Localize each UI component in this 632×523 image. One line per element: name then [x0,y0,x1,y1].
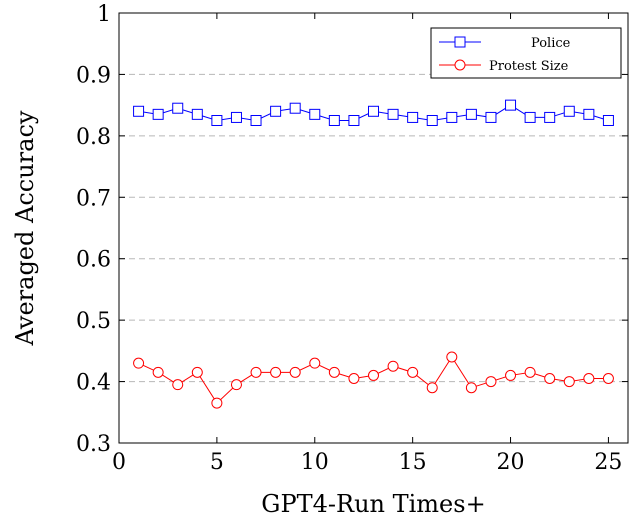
data-point [211,115,223,126]
y-tick-label: 0.7 [76,186,111,211]
data-point [133,357,145,369]
data-point [289,102,301,114]
data-point [583,108,595,120]
legend-marker [454,36,466,48]
data-point [191,366,203,378]
x-tick-label: 25 [594,450,622,475]
data-point [544,111,556,123]
series-1 [133,351,614,409]
data-point [602,373,614,384]
data-point [368,105,379,117]
x-tick-label: 0 [112,450,126,475]
data-point [211,397,223,409]
x-tick-label: 20 [497,450,525,475]
data-point [289,366,301,378]
data-point [328,366,340,378]
data-point [230,111,242,123]
data-point [602,115,614,126]
data-point [309,357,321,369]
y-tick-label: 0.6 [76,248,111,273]
data-point [505,99,517,111]
y-tick-label: 1 [97,2,111,27]
data-point [485,111,497,123]
legend: Police Protest Size [430,27,622,79]
data-point [446,351,458,363]
data-point [250,366,262,378]
data-point [250,115,262,126]
series-0 [133,99,614,126]
data-point [524,366,536,378]
data-point [133,105,145,117]
data-point [387,360,399,372]
x-tick-label: 5 [210,450,224,475]
data-point [485,376,497,388]
y-tick-label: 0.8 [76,125,111,150]
data-point [368,369,379,381]
data-point [270,366,282,378]
series-group [133,99,614,409]
y-axis-title: Averaged Accuracy [11,110,39,346]
y-tick-label: 0.9 [76,63,111,88]
data-point [172,102,184,114]
data-point [465,108,477,120]
data-point [309,108,321,120]
data-point [270,105,282,117]
data-point [348,373,360,384]
data-point [191,108,203,120]
data-point [505,369,517,381]
data-point [328,115,340,126]
x-tick-label: 15 [399,450,427,475]
data-point [563,376,575,388]
data-point [465,382,477,394]
y-tick-label: 0.4 [76,371,111,396]
x-tick-label: 10 [301,450,329,475]
data-point [407,366,419,378]
y-tick-label: 0.5 [76,309,111,334]
data-point [152,366,164,378]
y-tick-label: 0.3 [76,432,111,457]
legend-marker [454,59,466,71]
axis-ticks: 0.30.40.50.60.70.80.910 5 10 15 20 25 [76,2,628,475]
legend-label: Protest Size [489,59,569,74]
grid-lines [119,73,628,383]
legend-label: Police [531,36,571,51]
data-point [152,108,164,120]
data-point [563,105,575,117]
data-point [544,373,556,384]
data-point [387,108,399,120]
data-point [524,111,536,123]
data-point [348,115,360,126]
data-point [446,111,458,123]
data-point [426,115,438,126]
data-point [407,111,419,123]
x-axis-title: GPT4-Run Times+ [261,490,485,518]
data-point [172,379,184,391]
data-point [230,379,242,391]
plot-frame [118,12,629,444]
data-point [583,373,595,384]
data-point [426,382,438,394]
